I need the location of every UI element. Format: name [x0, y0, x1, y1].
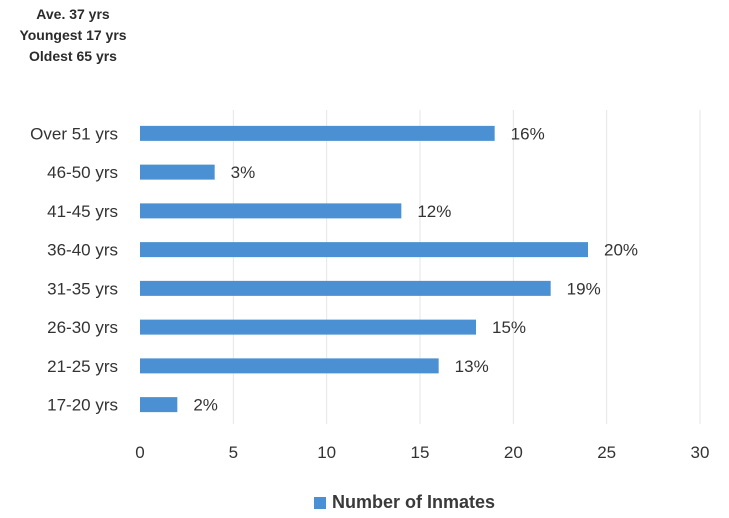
y-category-label: 21-25 yrs	[47, 357, 118, 376]
bar	[140, 164, 215, 180]
x-tick-label: 10	[317, 443, 336, 462]
y-category-label: 31-35 yrs	[47, 279, 118, 298]
data-label: 20%	[604, 241, 638, 260]
data-label: 13%	[455, 357, 489, 376]
y-category-label: 26-30 yrs	[47, 318, 118, 337]
chart-legend: Number of Inmates	[0, 492, 729, 513]
bar	[140, 242, 588, 258]
y-category-label: 46-50 yrs	[47, 163, 118, 182]
x-tick-label: 20	[504, 443, 523, 462]
data-label: 15%	[492, 318, 526, 337]
x-tick-label: 15	[411, 443, 430, 462]
data-label: 19%	[567, 279, 601, 298]
y-category-label: 41-45 yrs	[47, 202, 118, 221]
data-label: 12%	[417, 202, 451, 221]
y-category-label: Over 51 yrs	[30, 124, 118, 143]
x-tick-label: 5	[229, 443, 238, 462]
bar	[140, 319, 476, 335]
bar	[140, 358, 439, 374]
bar	[140, 125, 495, 141]
oldest-age-text: Oldest 65 yrs	[29, 48, 117, 64]
inmate-age-bar-chart: 0 5 10 15 20 25 30 Over 51 yrs 16% 46-50 yrs 3% 41-…	[30, 110, 710, 462]
y-category-label: 17-20 yrs	[47, 396, 118, 415]
data-label: 2%	[193, 396, 218, 415]
average-age-text: Ave. 37 yrs	[36, 6, 110, 22]
x-tick-label: 25	[597, 443, 616, 462]
legend-swatch	[313, 496, 326, 509]
youngest-age-text: Youngest 17 yrs	[19, 27, 127, 43]
data-label: 16%	[511, 124, 545, 143]
bar	[140, 203, 402, 219]
legend-label: Number of Inmates	[331, 492, 496, 512]
bar	[140, 280, 551, 296]
x-tick-label: 0	[135, 443, 144, 462]
y-category-label: 36-40 yrs	[47, 241, 118, 260]
x-tick-label: 30	[691, 443, 710, 462]
data-label: 3%	[231, 163, 256, 182]
age-stats: Ave. 37 yrs Youngest 17 yrs Oldest 65 yr…	[6, 4, 140, 67]
bar	[140, 397, 178, 413]
